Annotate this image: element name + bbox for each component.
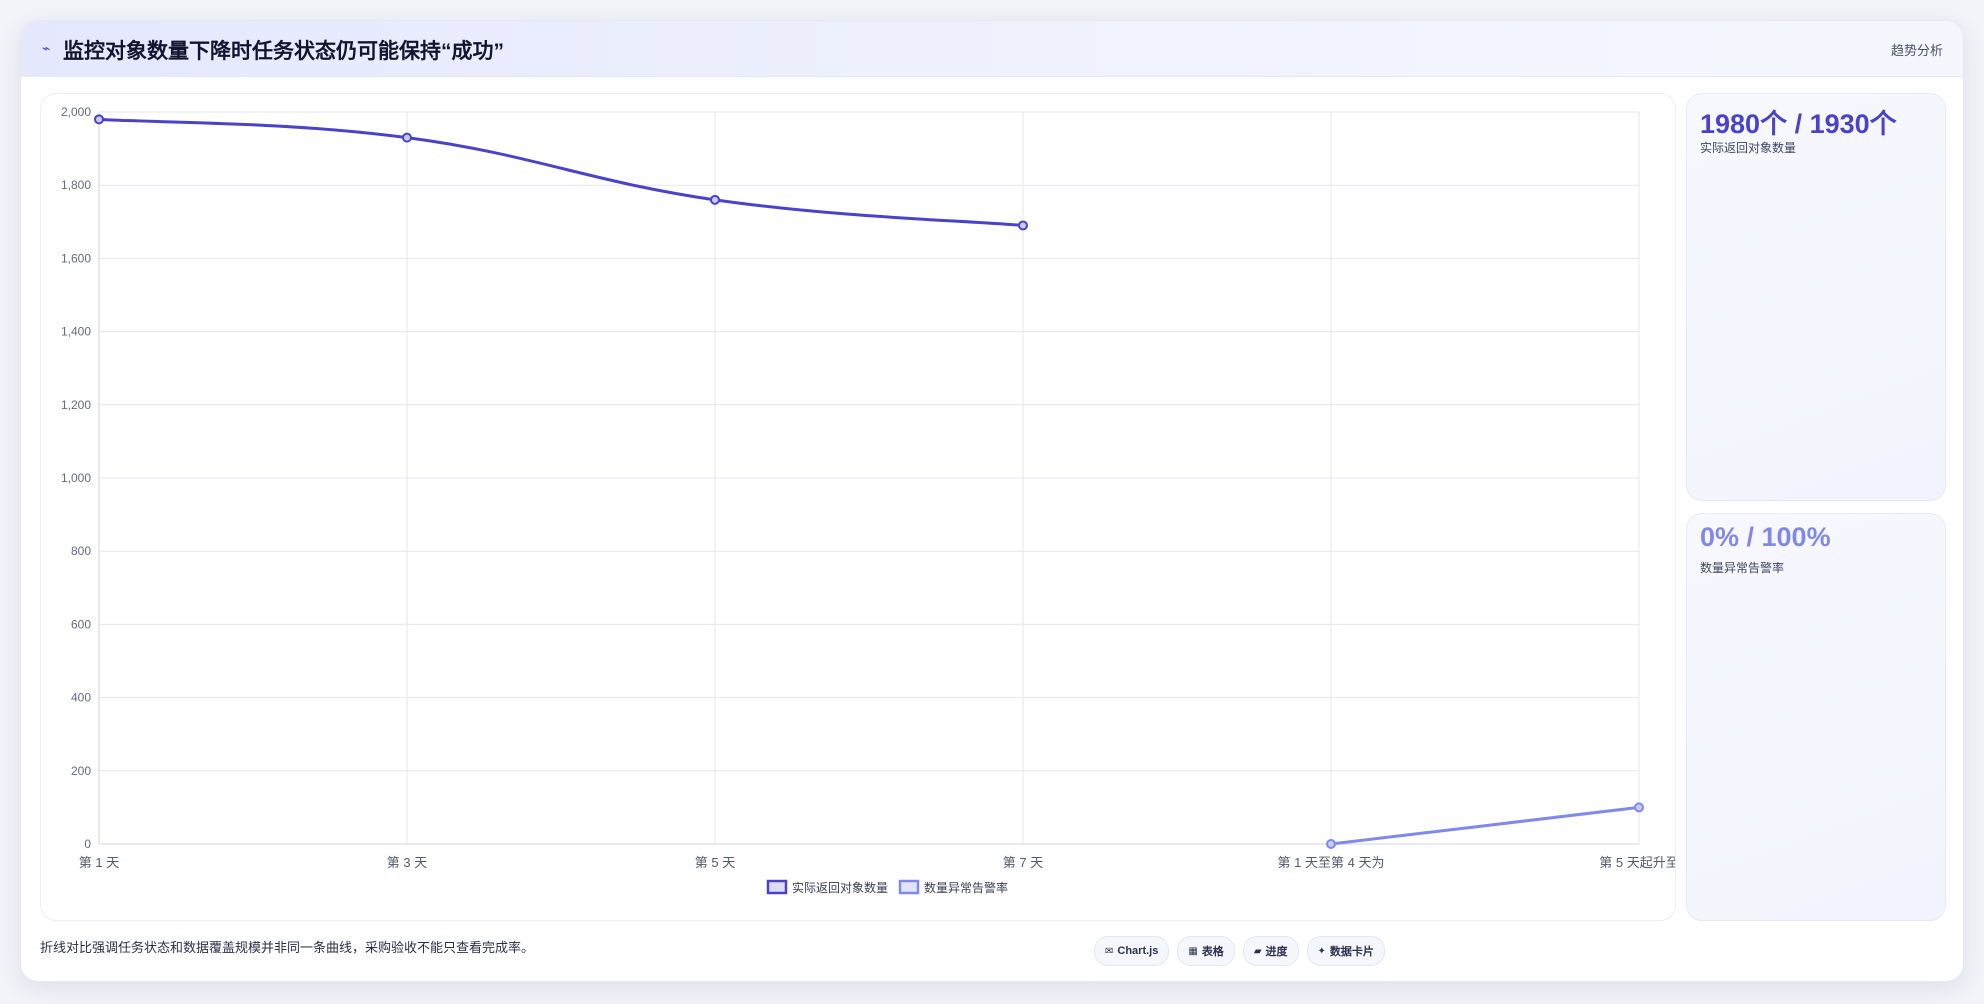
y-tick-label: 600 (71, 617, 91, 631)
pill-chartjs[interactable]: ✉ Chart.js (1094, 936, 1170, 966)
y-tick-label: 800 (71, 544, 91, 558)
pill-label: 数据卡片 (1329, 946, 1374, 958)
series-line-1 (97, 117, 1025, 227)
line-chart: 2,000 1,800 1,600 1,400 1,200 1,000 800 600 400 2… (61, 105, 1675, 895)
pill-table[interactable]: ▦ 表格 (1177, 936, 1235, 966)
y-tick-label: 1,800 (61, 178, 91, 192)
x-tick-label: 第 1 天 (79, 855, 119, 870)
data-point (402, 132, 412, 143)
stat-value: 0% / 100% (1700, 522, 1831, 552)
legend-label: 数量异常告警率 (924, 880, 1008, 895)
data-point (1018, 220, 1028, 231)
stat-card-alert-rate: 0% / 100% 数量异常告警率 (1686, 513, 1946, 921)
y-tick-label: 1,600 (61, 251, 91, 265)
data-point (94, 114, 104, 125)
stat-label: 实际返回对象数量 (1700, 141, 1797, 155)
table-icon: ▦ (1188, 945, 1198, 957)
progress-icon: ▰ (1253, 945, 1262, 957)
stat-card-object-count: 1980个 / 1930个 实际返回对象数量 (1686, 93, 1946, 501)
y-tick-label: 0 (84, 837, 91, 851)
page-title: 监控对象数量下降时任务状态仍可能保持“成功” (63, 40, 504, 63)
data-point (1634, 802, 1644, 813)
legend-label: 实际返回对象数量 (792, 880, 888, 895)
card-icon: ✦ (1317, 945, 1326, 957)
data-point (710, 194, 720, 205)
x-tick-label: 第 5 天起升至 (1599, 855, 1675, 870)
series-line-2 (1329, 805, 1641, 846)
y-tick-label: 200 (71, 764, 91, 778)
y-tick-label: 400 (71, 691, 91, 705)
y-tick-label: 1,000 (61, 471, 91, 485)
y-tick-label: 1,400 (61, 325, 91, 339)
x-tick-label: 第 5 天 (695, 855, 735, 870)
pill-label: 表格 (1201, 946, 1224, 958)
x-tick-label: 第 1 天至第 4 天为 (1278, 855, 1385, 870)
pill-label: 进度 (1265, 946, 1288, 958)
x-tick-label: 第 3 天 (387, 855, 427, 870)
chart-panel: 2,000 1,800 1,600 1,400 1,200 1,000 800 600 400 2… (40, 93, 1676, 921)
pill-data-card[interactable]: ✦ 数据卡片 (1306, 936, 1385, 966)
x-tick-label: 第 7 天 (1003, 855, 1043, 870)
chart-icon: ✉ (1105, 945, 1114, 957)
data-point (1326, 839, 1336, 849)
card-header: ⌁ 监控对象数量下降时任务状态仍可能保持“成功” 趋势分析 (21, 21, 1963, 77)
legend-swatch (766, 879, 788, 895)
y-tick-label: 1,200 (61, 398, 91, 412)
analysis-tag: 趋势分析 (1890, 43, 1943, 58)
pill-progress[interactable]: ▰ 进度 (1242, 936, 1299, 966)
pill-label: Chart.js (1117, 945, 1159, 957)
stat-label: 数量异常告警率 (1700, 561, 1785, 575)
trend-line-icon: ⌁ (42, 40, 51, 56)
tool-pills: ✉ Chart.js ▦ 表格 ▰ 进度 ✦ 数据卡片 (1094, 936, 1385, 966)
legend-swatch (898, 879, 920, 895)
stat-value: 1980个 / 1930个 (1700, 109, 1897, 139)
dashboard-card: ⌁ 监控对象数量下降时任务状态仍可能保持“成功” 趋势分析 2,000 1,800… (20, 20, 1964, 982)
y-tick-label: 2,000 (61, 105, 91, 119)
footer-note: 折线对比强调任务状态和数据覆盖规模并非同一条曲线，采购验收不能只查看完成率。 (40, 940, 535, 955)
